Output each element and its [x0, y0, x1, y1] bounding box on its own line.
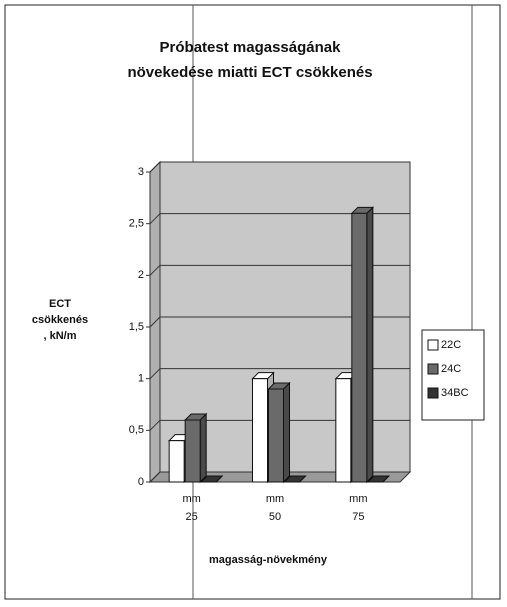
y-tick-label: 0	[138, 476, 144, 488]
bar-top	[283, 475, 307, 483]
legend-swatch	[427, 339, 439, 351]
y-tick-label: 2	[138, 269, 144, 281]
y-tick-label: 3	[138, 166, 144, 178]
x-tick-label: mm 50	[265, 493, 285, 523]
bar	[335, 378, 352, 483]
bar-side	[366, 206, 374, 484]
grid-line	[149, 316, 161, 328]
y-axis-label: csökkenés	[32, 314, 88, 326]
legend-swatch	[427, 387, 439, 399]
bar	[351, 212, 368, 483]
legend-label: 34BC	[441, 387, 469, 399]
y-tick-label: 0,5	[129, 424, 144, 436]
grid-line	[149, 264, 161, 276]
y-tick-label: 1	[138, 373, 144, 385]
legend-label: 24C	[441, 363, 461, 375]
grid-line	[149, 161, 161, 173]
legend-label: 22C	[441, 339, 461, 351]
y-tick-label: 2,5	[129, 218, 144, 230]
y-axis-label: ECT	[49, 298, 71, 310]
legend-swatch	[427, 363, 439, 375]
x-tick-label: mm 75	[349, 493, 368, 523]
bar	[168, 440, 185, 483]
chart-title: Próbatest magasságának	[160, 39, 342, 56]
bar	[184, 419, 201, 483]
grid-line	[149, 471, 161, 483]
chart-title: növekedése miatti ECT csökkenés	[127, 64, 372, 81]
y-axis-label: , kN/m	[43, 330, 76, 342]
grid-line	[149, 368, 161, 380]
bar	[252, 378, 268, 483]
x-axis-label: magasság-növekmény	[209, 554, 328, 566]
bar-top	[199, 475, 224, 483]
bar-side	[283, 381, 290, 484]
bar-side	[199, 412, 207, 484]
bar-top	[366, 475, 391, 483]
x-tick-label: mm 25	[182, 493, 201, 523]
bar	[268, 388, 284, 483]
grid-line	[149, 213, 161, 225]
grid-line	[149, 419, 161, 431]
y-tick-label: 1,5	[129, 321, 144, 333]
